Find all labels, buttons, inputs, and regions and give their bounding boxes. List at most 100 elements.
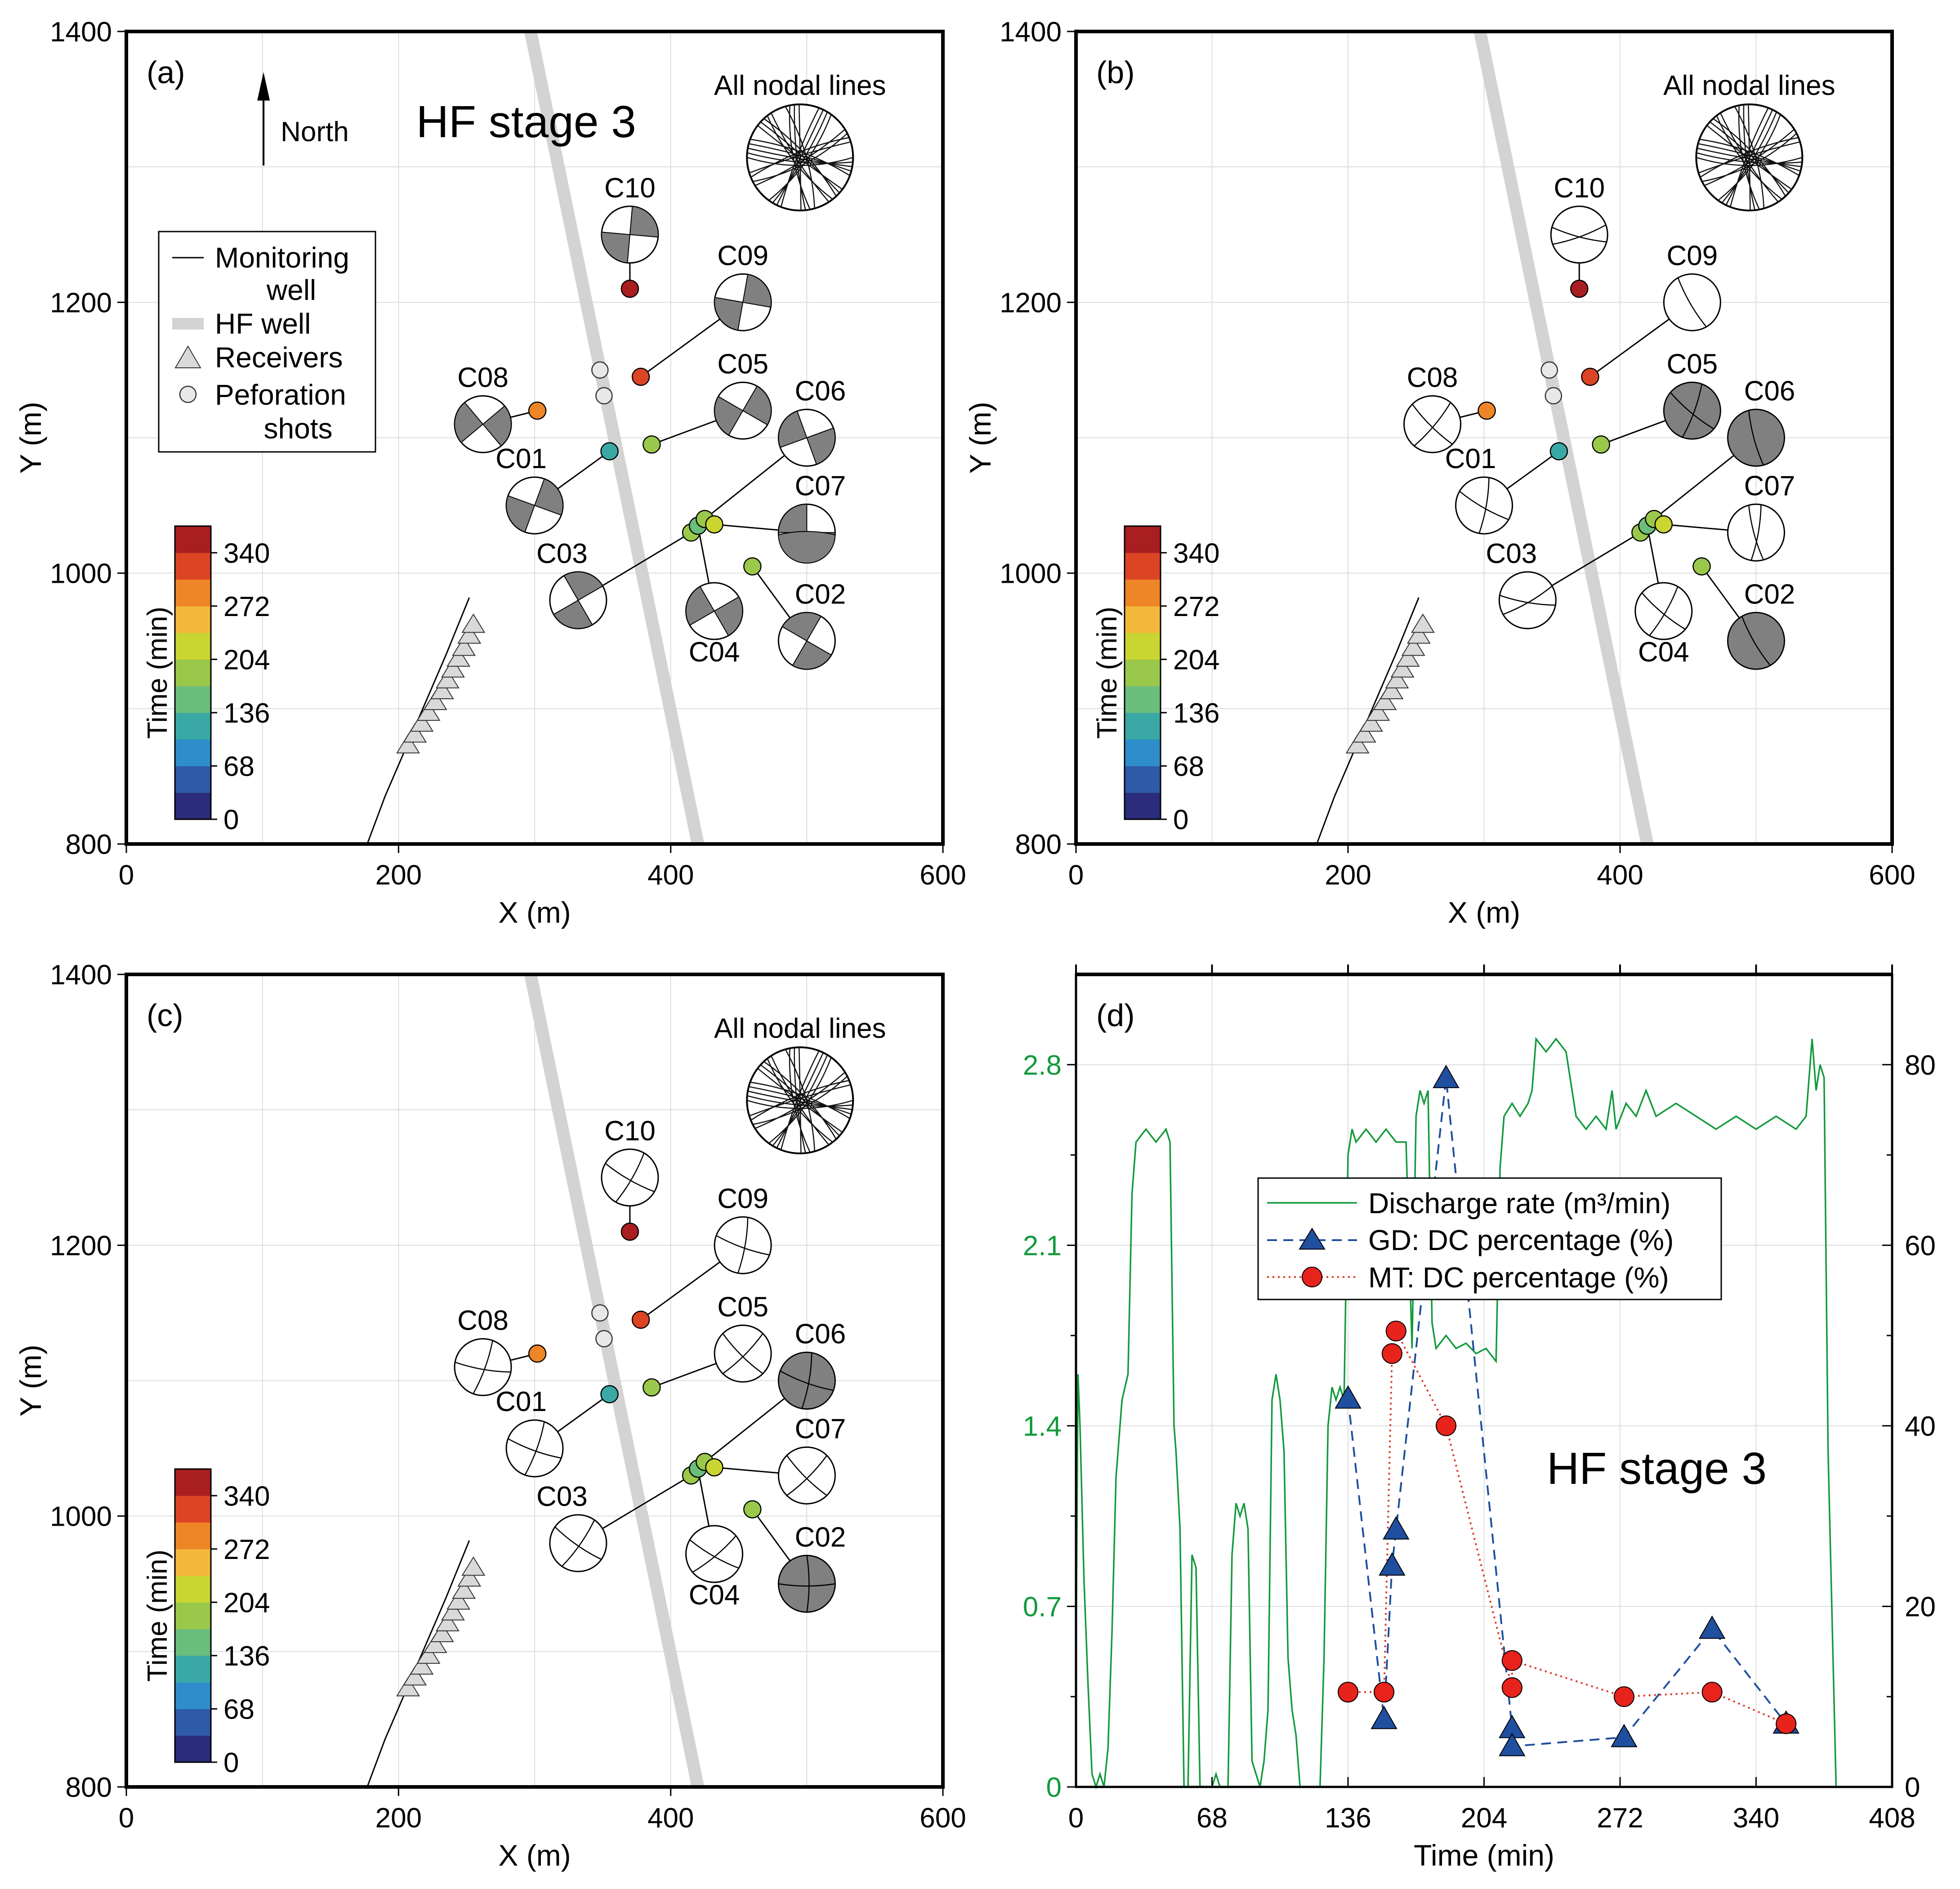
beachball-c07	[777, 1446, 836, 1505]
mt-point	[1501, 1677, 1522, 1698]
legend-hf-well: HF well	[215, 308, 311, 340]
colorbar-segment	[175, 766, 211, 793]
panel-label: (c)	[147, 998, 183, 1033]
axes-frame	[125, 30, 945, 846]
panel-title: HF stage 3	[416, 97, 636, 147]
beachball-c06-nodal-line	[1748, 410, 1764, 465]
beachball-c09-outline	[714, 1216, 772, 1274]
nodal-line	[770, 112, 830, 202]
colorbar-segment	[1125, 579, 1161, 607]
y-tick-label: 800	[66, 1772, 112, 1803]
beachball-c09-outline	[1663, 273, 1721, 331]
event-dot	[643, 1378, 661, 1397]
event-label: C09	[717, 1183, 768, 1214]
beachball-c01	[505, 476, 564, 535]
nodal-line	[798, 104, 802, 211]
mt-point	[1374, 1682, 1395, 1703]
receiver-triangle	[452, 1579, 476, 1599]
all-nodal-lines-group	[746, 1047, 853, 1154]
receiver-triangle	[461, 613, 486, 633]
axes-frame	[125, 973, 945, 1789]
beachball-c10	[1550, 205, 1608, 264]
x-tick-label: 200	[1325, 860, 1371, 891]
beachball-c07-outline	[1727, 503, 1785, 562]
x-axis-label: X (m)	[498, 896, 571, 929]
colorbar-tick-label: 204	[223, 644, 270, 675]
beachball-c01-nodal-line	[524, 1421, 545, 1475]
receiver-triangle	[1366, 701, 1390, 721]
event-dot	[1581, 367, 1599, 386]
colorbar-tick-label: 204	[1173, 644, 1219, 675]
colorbar-segment	[175, 659, 211, 687]
beachball-c07-nodal-line	[1748, 505, 1764, 560]
event-dot	[528, 1344, 547, 1363]
beachball-c01	[505, 1419, 564, 1478]
beachball-c04-quadrant	[714, 596, 743, 636]
beachball-c06	[777, 409, 836, 467]
receiver-triangle	[430, 679, 454, 699]
colorbar-frame	[1124, 525, 1161, 820]
beachball-c10-outline	[601, 1148, 659, 1207]
colorbar-tick-label: 340	[1173, 538, 1219, 569]
nodal-line	[750, 138, 850, 176]
colorbar-segment	[175, 1709, 211, 1736]
all-nodal-lines-label: All nodal lines	[1663, 70, 1835, 101]
gd-point	[1433, 1064, 1460, 1088]
y-tick-label: 1000	[50, 558, 112, 589]
y-left-tick-label: 0.7	[1023, 1591, 1062, 1622]
beachball-c02-quadrant	[781, 612, 822, 642]
beachball-c08-nodal-line	[473, 1340, 493, 1394]
event-dot	[600, 442, 619, 460]
beachball-c05	[714, 1324, 772, 1383]
receiver-triangle	[435, 1612, 460, 1631]
y-right-tick-label: 60	[1905, 1230, 1936, 1261]
x-tick-label: 136	[1325, 1803, 1371, 1834]
beachball-c05-fill	[1664, 383, 1720, 438]
y-axis-label: Y (m)	[14, 402, 47, 473]
event-label: C05	[717, 1291, 768, 1322]
mt-point	[1776, 1713, 1797, 1734]
colorbar-segment	[175, 1655, 211, 1683]
receiver-triangle	[396, 734, 420, 754]
colorbar-label: Time (min)	[142, 607, 173, 739]
beachball-c08-quadrant	[454, 402, 484, 443]
gd-point	[1698, 1615, 1726, 1639]
event-label: C07	[795, 470, 846, 501]
receiver-triangle	[1373, 690, 1397, 710]
legend-receiver-icon	[174, 345, 201, 368]
receiver-triangle	[461, 1556, 486, 1576]
y-tick-label: 1400	[50, 17, 112, 48]
beachball-c02-nodal-line	[1741, 616, 1771, 666]
colorbar-segment	[175, 1602, 211, 1630]
beachball-c09-quadrant	[742, 274, 772, 308]
mt-point	[1338, 1682, 1358, 1703]
event-label: C08	[1407, 362, 1458, 393]
receiver-triangle	[430, 1622, 454, 1642]
beachball-c06-quadrant	[778, 411, 808, 448]
legend-receivers: Receivers	[215, 341, 343, 374]
colorbar-tick-label: 204	[223, 1587, 270, 1618]
beachball-c07-nodal-line	[786, 1455, 827, 1496]
beachball-c04-nodal-line	[692, 1535, 737, 1573]
beachball-c04-outline	[1634, 582, 1693, 640]
x-tick-label: 0	[119, 1803, 134, 1834]
mt-point	[1501, 1650, 1522, 1671]
event-label: C04	[689, 1580, 740, 1611]
beachball-c06	[1727, 409, 1785, 467]
beachball-c07-dilatation	[778, 531, 836, 564]
colorbar-segment	[175, 712, 211, 740]
event-dot	[528, 402, 547, 420]
receiver-triangle	[1401, 636, 1425, 656]
beachball-c04-nodal-line	[689, 1539, 739, 1569]
colorbar: 0 68 136 204 272 340 Time (min)	[1092, 525, 1219, 835]
event-label: C02	[1744, 579, 1795, 610]
receiver-triangle	[1385, 669, 1409, 688]
nodal-line	[768, 1057, 832, 1144]
receiver-triangle	[1380, 679, 1404, 699]
colorbar-segment	[1125, 633, 1161, 660]
beachball-c07-outline	[777, 1446, 836, 1505]
gd-point	[1499, 1733, 1526, 1756]
colorbar-label: Time (min)	[1092, 607, 1123, 739]
y-tick-label: 1200	[50, 1230, 112, 1261]
x-tick-label: 340	[1733, 1803, 1779, 1834]
